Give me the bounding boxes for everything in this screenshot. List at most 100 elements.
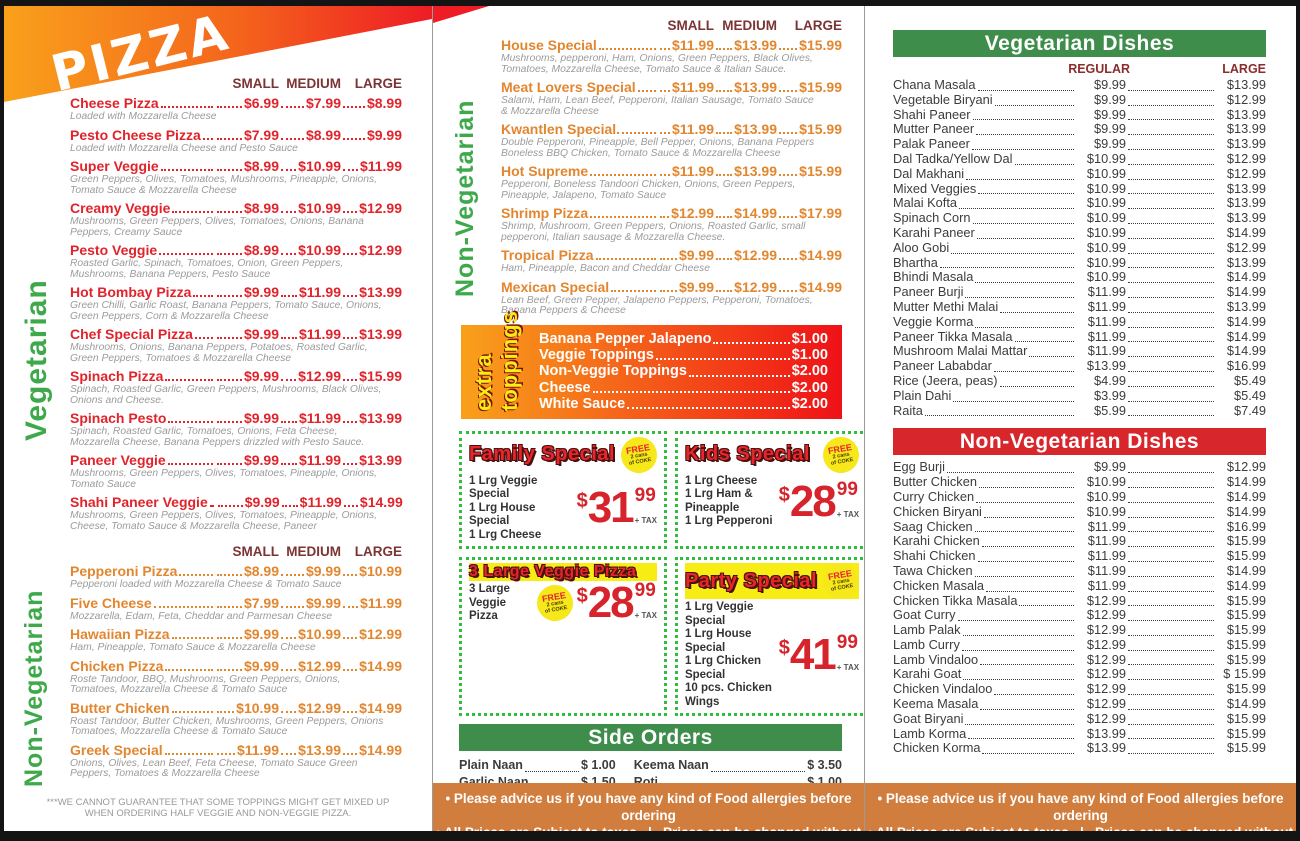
dot-leader <box>660 37 670 50</box>
price-large: $14.99 <box>777 247 842 263</box>
dish-name: Karahi Chicken <box>893 533 980 549</box>
dish-name: Chicken Biryani <box>893 503 982 519</box>
dot-leader <box>1128 490 1214 503</box>
price-small: $9.99 <box>658 279 714 295</box>
price-regular: $12.99 <box>1086 651 1126 667</box>
dot-leader <box>1128 404 1214 417</box>
pizza-item-line: House Special $11.99 $13.99 $15.99 <box>501 37 842 53</box>
item-description: Mushrooms, Onions, Banana Peppers, Potat… <box>70 342 368 364</box>
dish-row: Raita $5.99 $7.49 <box>893 403 1266 419</box>
dish-row: Dal Makhani $10.99 $12.99 <box>893 165 1266 182</box>
dot-leader <box>1128 211 1214 224</box>
dot-leader <box>660 163 670 176</box>
item-name: Chicken Pizza <box>70 657 164 674</box>
pizza-item-line: Tropical Pizza $9.99 $12.99 $14.99 <box>501 247 842 263</box>
spacer <box>893 62 1068 76</box>
price-regular: $10.99 <box>1086 254 1126 270</box>
dot-leader <box>1128 534 1214 548</box>
price-regular: $11.99 <box>1087 577 1126 593</box>
item-description: Ham, Pineapple, Bacon and Cheddar Cheese <box>501 263 710 274</box>
dot-leader <box>1014 330 1074 343</box>
tax-label: + TAX <box>836 663 860 672</box>
item-description: Ham, Pineapple, Tomato Sauce & Mozzarell… <box>70 642 316 653</box>
dot-leader <box>1128 167 1214 180</box>
veg-dishes-list: Chana Masala $9.99 $13.99 Vegetable Biryani… <box>893 77 1266 419</box>
price-small: $9.99 <box>215 326 279 342</box>
dish-name: Mutter Methi Malai <box>893 298 999 314</box>
price-value: $11.99 <box>299 494 342 510</box>
price-medium: $13.99 <box>279 742 341 758</box>
dot-leader <box>986 579 1074 592</box>
dish-name: Chicken Masala <box>893 577 985 593</box>
dot-leader <box>953 389 1074 402</box>
coupon-line: 1 Lrg Cheese <box>469 528 542 541</box>
dish-row: Saag Chicken $11.99 $16.99 <box>893 518 1266 535</box>
price-large: $14.99 <box>341 700 402 716</box>
dot-leader <box>611 279 656 292</box>
extra-toppings-box: extra toppings Banana Pepper Jalapeno $1.… <box>461 310 842 419</box>
dot-leader <box>946 460 1074 474</box>
pizza-item: Greek Special $11.99 $13.99 $14.99 Onions, O… <box>70 742 402 780</box>
price-value: $9.99 <box>243 626 279 642</box>
dish-row: Shahi Chicken $11.99 $15.99 <box>893 548 1266 564</box>
coupon-price: $ 28 99 + TAX <box>779 479 859 523</box>
dot-leader <box>343 326 358 339</box>
price-regular: $11.99 <box>1087 298 1126 314</box>
dot-leader <box>281 158 297 171</box>
price-value: $10.99 <box>298 158 341 174</box>
price-regular: $10.99 <box>1086 165 1126 181</box>
item-name: Veggie Toppings <box>539 347 654 364</box>
price-regular: $10.99 <box>1086 180 1126 196</box>
price-regular: $12.99 <box>1086 681 1126 697</box>
dot-leader <box>1128 667 1214 681</box>
dish-name: Lamb Korma <box>893 725 967 741</box>
veg-pizza-list: Cheese Pizza $6.99 $7.99 $8.99 Loaded with M… <box>70 95 403 532</box>
pizza-item: Paneer Veggie $9.99 $11.99 $13.99 Mushrooms,… <box>70 452 402 490</box>
dish-row: Chicken Biryani $10.99 $14.99 <box>893 503 1266 520</box>
dot-leader <box>1128 300 1214 313</box>
price-value: $9.99 <box>243 284 279 300</box>
dish-name: Paneer Tikka Masala <box>893 328 1013 344</box>
item-name: Butter Chicken <box>70 699 170 716</box>
price-cents-tax: 99 + TAX <box>635 486 657 525</box>
dot-leader <box>627 396 790 410</box>
coupon-items: 3 Large Veggie Pizza <box>469 583 533 624</box>
price-regular: $9.99 <box>1093 121 1126 137</box>
price-large: $5.49 <box>1233 387 1266 403</box>
dish-name: Bhartha <box>893 254 938 270</box>
nonveg-section-label: Non-Vegetarian <box>20 589 48 787</box>
dot-leader <box>1128 520 1214 533</box>
price-regular: $11.99 <box>1087 518 1126 534</box>
dot-leader <box>343 368 358 381</box>
pizza-item: Shrimp Pizza $12.99 $14.99 $17.99 Shrimp, Mu… <box>501 205 842 243</box>
price-cents: 99 <box>634 580 656 602</box>
dish-row: Palak Paneer $9.99 $13.99 <box>893 136 1266 152</box>
dot-leader <box>716 79 733 92</box>
item-price: $ 1.00 <box>580 758 616 772</box>
price-regular: $12.99 <box>1086 696 1126 712</box>
pizza-item-line: Kwantlen Special. $11.99 $13.99 $15.99 <box>501 121 842 137</box>
price-medium: $13.99 <box>714 37 777 53</box>
price-large: $13.99 <box>1226 254 1266 270</box>
price-value: $13.99 <box>359 410 402 426</box>
price-regular: $11.99 <box>1087 562 1126 578</box>
dish-row: Karahi Goat $12.99 $ 15.99 <box>893 667 1266 682</box>
footer-notice: • Please advice us if you have any kind … <box>433 783 864 831</box>
dot-leader <box>171 626 213 639</box>
dot-leader <box>962 623 1074 636</box>
price-small: $11.99 <box>658 121 714 137</box>
dish-name: Palak Paneer <box>893 136 970 152</box>
pizza-item-line: Spinach Pesto $9.99 $11.99 $13.99 <box>70 410 402 426</box>
price-regular: $9.99 <box>1093 91 1126 107</box>
price-regular: $13.99 <box>1086 358 1126 374</box>
item-description: Green Chilli, Garlic Roast, Banana Peppe… <box>70 300 382 322</box>
price-value: $7.99 <box>243 126 279 143</box>
pizza-item: Meat Lovers Special $11.99 $13.99 $15.99 Sal… <box>501 79 842 117</box>
item-price: $2.00 <box>791 379 828 396</box>
item-name: Cheese Pizza <box>70 95 159 111</box>
item-description: Roasted Garlic, Spinach, Tomatoes, Onion… <box>70 258 344 280</box>
coupon-price: $ 31 99 + TAX <box>577 486 657 530</box>
item-description: Green Peppers, Olives, Tomatoes, Mushroo… <box>70 174 377 196</box>
pizza-item-line: Hot Supreme $11.99 $13.99 $15.99 <box>501 163 842 179</box>
dot-leader <box>168 410 213 423</box>
